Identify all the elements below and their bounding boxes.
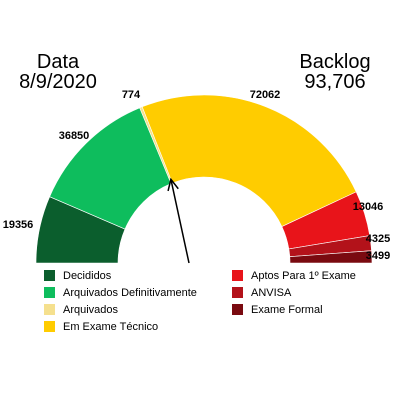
legend-swatch — [44, 304, 55, 315]
backlog-label: Backlog — [299, 51, 371, 73]
legend-item: Exame Formal — [232, 301, 356, 318]
legend-item: Em Exame Técnico — [44, 318, 197, 335]
legend-swatch — [44, 270, 55, 281]
backlog-block: Backlog 93,706 — [290, 52, 380, 92]
legend-item: Decididos — [44, 267, 197, 284]
segment-value-label: 774 — [122, 89, 141, 101]
gauge-segment-3 — [141, 94, 357, 227]
gauge-segment-6 — [289, 250, 373, 264]
legend-swatch — [232, 270, 243, 281]
legend-item: Arquivados Definitivamente — [44, 284, 197, 301]
legend-swatch — [44, 321, 55, 332]
legend-label: Exame Formal — [251, 303, 323, 316]
legend-right: Aptos Para 1º Exame ANVISA Exame Formal — [232, 267, 356, 318]
legend-item: ANVISA — [232, 284, 356, 301]
segment-value-label: 36850 — [59, 130, 90, 142]
legend-label: Decididos — [63, 269, 112, 282]
legend-swatch — [232, 287, 243, 298]
legend-label: Arquivados Definitivamente — [63, 286, 197, 299]
segment-value-label: 4325 — [366, 233, 390, 245]
legend-swatch — [44, 287, 55, 298]
legend-item: Aptos Para 1º Exame — [232, 267, 356, 284]
date-value: 8/9/2020 — [19, 71, 97, 93]
backlog-value: 93,706 — [304, 71, 366, 93]
segment-value-label: 13046 — [353, 201, 384, 213]
legend-left: Decididos Arquivados Definitivamente Arqui… — [44, 267, 197, 335]
legend-label: Em Exame Técnico — [63, 320, 159, 333]
gauge-labels: 19356 36850 774 72062 13046 4325 3499 — [3, 89, 391, 262]
needle-line — [170, 179, 190, 264]
legend-label: Arquivados — [63, 303, 119, 316]
date-block: Data 8/9/2020 — [18, 52, 98, 92]
legend-label: Aptos Para 1º Exame — [251, 269, 356, 282]
gauge-needle — [167, 177, 190, 264]
gauge-segments — [35, 94, 373, 264]
legend-swatch — [232, 304, 243, 315]
legend-item: Arquivados — [44, 301, 197, 318]
segment-value-label: 19356 — [3, 219, 34, 231]
segment-value-label: 3499 — [366, 250, 390, 262]
legend-label: ANVISA — [251, 286, 292, 299]
needle-arrowhead — [167, 177, 179, 192]
segment-value-label: 72062 — [250, 89, 281, 101]
data-label: Data — [36, 51, 80, 73]
